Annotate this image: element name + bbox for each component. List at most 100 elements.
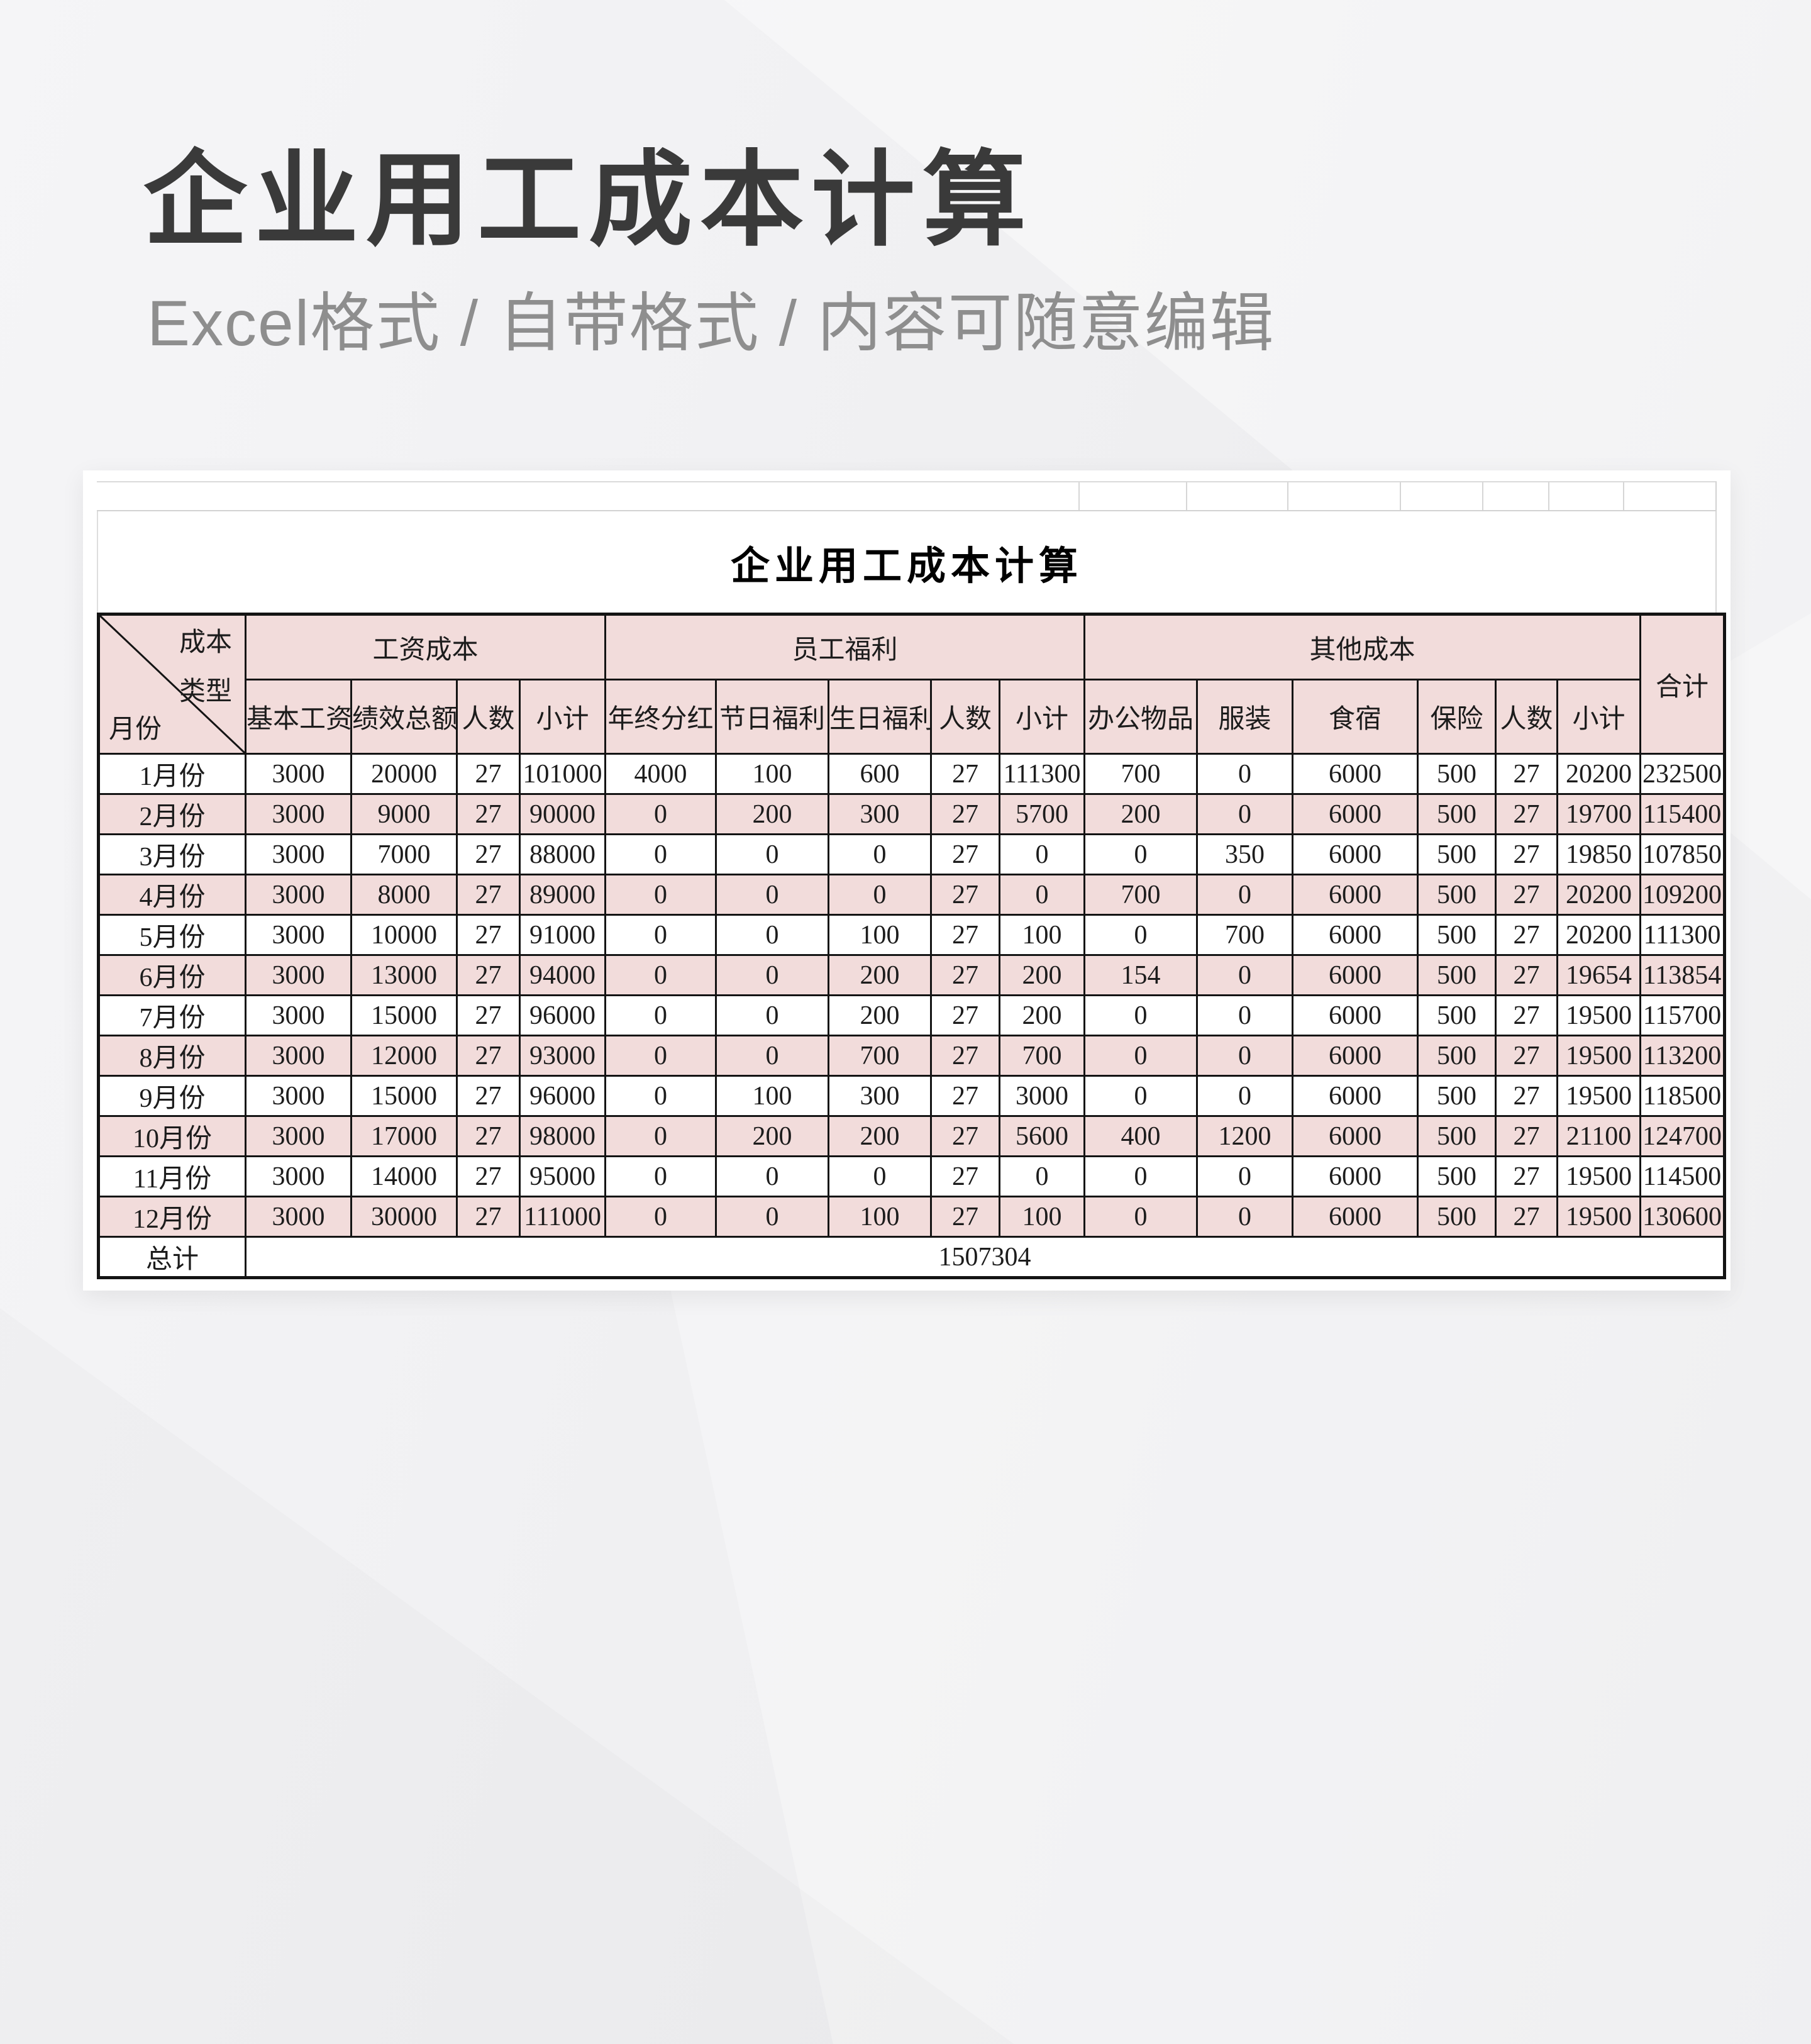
value-cell: 98000 — [518, 1115, 607, 1157]
table-row: 4月份 3000 8000 27 89000 0 0 0 27 0 700 0 6000 500 27 202… — [97, 874, 1726, 916]
value-cell: 3000 — [245, 833, 352, 875]
gridline — [1078, 482, 1080, 510]
value-cell: 27 — [1495, 954, 1559, 996]
month-cell: 12月份 — [97, 1196, 246, 1238]
value-cell: 6000 — [1292, 793, 1419, 835]
value-cell: 0 — [999, 1155, 1086, 1197]
value-cell: 3000 — [245, 1075, 352, 1117]
value-cell: 200 — [999, 954, 1086, 996]
value-cell: 27 — [1495, 753, 1559, 795]
table-row: 7月份 3000 15000 27 96000 0 0 200 27 200 0 0 6000 500 27… — [97, 994, 1726, 1036]
value-cell: 111300 — [1639, 914, 1726, 956]
value-cell: 27 — [456, 1115, 521, 1157]
value-cell: 93000 — [518, 1035, 607, 1077]
value-cell: 113200 — [1639, 1035, 1726, 1077]
value-cell: 15000 — [350, 1075, 458, 1117]
value-cell: 3000 — [245, 793, 352, 835]
value-cell: 0 — [604, 874, 717, 916]
table-row: 6月份 3000 13000 27 94000 0 0 200 27 200 154 0 6000 500… — [97, 954, 1726, 996]
table-body: 1月份 3000 20000 27 101000 4000 100 600 27 111300 70… — [97, 753, 1726, 1238]
value-cell: 500 — [1417, 1196, 1497, 1238]
corner-label-type: 类型 — [179, 677, 232, 706]
value-cell: 3000 — [245, 1155, 352, 1197]
corner-label-cost: 成本 — [179, 628, 232, 657]
value-cell: 0 — [1196, 1196, 1294, 1238]
value-cell: 3000 — [245, 914, 352, 956]
value-cell: 0 — [999, 874, 1086, 916]
value-cell: 0 — [1196, 954, 1294, 996]
value-cell: 0 — [1083, 1075, 1199, 1117]
value-cell: 600 — [828, 753, 933, 795]
value-cell: 27 — [930, 1115, 1001, 1157]
value-cell: 0 — [1196, 793, 1294, 835]
column-header-subtotal-3: 小计 — [1556, 679, 1642, 755]
value-cell: 100 — [828, 1196, 933, 1238]
column-header-subtotal-1: 小计 — [518, 679, 607, 755]
value-cell: 0 — [1196, 874, 1294, 916]
value-cell: 27 — [456, 1035, 521, 1077]
value-cell: 20200 — [1556, 753, 1642, 795]
value-cell: 94000 — [518, 954, 607, 996]
value-cell: 0 — [715, 1155, 830, 1197]
spreadsheet-card: 企业用工成本计算 成本 类型 月份 工资成本 员工福利 其 — [83, 470, 1731, 1291]
month-cell: 6月份 — [97, 954, 246, 996]
value-cell: 0 — [604, 1155, 717, 1197]
table-row: 10月份 3000 17000 27 98000 0 200 200 27 5600 400 1200… — [97, 1115, 1726, 1157]
value-cell: 300 — [828, 1075, 933, 1117]
value-cell: 111300 — [999, 753, 1086, 795]
value-cell: 200 — [715, 1115, 830, 1157]
column-header-performance-total: 绩效总额 — [350, 679, 458, 755]
value-cell: 0 — [715, 1196, 830, 1238]
group-header-employee-welfare: 员工福利 — [604, 613, 1086, 680]
value-cell: 0 — [715, 1035, 830, 1077]
value-cell: 8000 — [350, 874, 458, 916]
value-cell: 91000 — [518, 914, 607, 956]
value-cell: 27 — [1495, 1196, 1559, 1238]
value-cell: 20200 — [1556, 874, 1642, 916]
month-cell: 7月份 — [97, 994, 246, 1036]
value-cell: 0 — [604, 1196, 717, 1238]
column-header-headcount-1: 人数 — [456, 679, 521, 755]
value-cell: 115400 — [1639, 793, 1726, 835]
value-cell: 27 — [456, 753, 521, 795]
value-cell: 0 — [1196, 1075, 1294, 1117]
value-cell: 0 — [1083, 1155, 1199, 1197]
value-cell: 200 — [828, 994, 933, 1036]
value-cell: 30000 — [350, 1196, 458, 1238]
value-cell: 3000 — [245, 1035, 352, 1077]
value-cell: 96000 — [518, 994, 607, 1036]
value-cell: 0 — [604, 833, 717, 875]
value-cell: 500 — [1417, 793, 1497, 835]
value-cell: 130600 — [1639, 1196, 1726, 1238]
value-cell: 500 — [1417, 1115, 1497, 1157]
value-cell: 700 — [1083, 753, 1199, 795]
value-cell: 0 — [715, 914, 830, 956]
value-cell: 700 — [1196, 914, 1294, 956]
value-cell: 27 — [456, 1196, 521, 1238]
value-cell: 0 — [604, 1035, 717, 1077]
value-cell: 0 — [828, 833, 933, 875]
value-cell: 200 — [1083, 793, 1199, 835]
value-cell: 200 — [999, 994, 1086, 1036]
value-cell: 27 — [1495, 833, 1559, 875]
table-row: 1月份 3000 20000 27 101000 4000 100 600 27 111300 70… — [97, 753, 1726, 795]
value-cell: 0 — [715, 833, 830, 875]
value-cell: 0 — [715, 994, 830, 1036]
value-cell: 115700 — [1639, 994, 1726, 1036]
value-cell: 27 — [456, 1155, 521, 1197]
column-header-subtotal-2: 小计 — [999, 679, 1086, 755]
value-cell: 6000 — [1292, 753, 1419, 795]
grand-total-value: 1507304 — [244, 1236, 1726, 1279]
value-cell: 6000 — [1292, 1115, 1419, 1157]
value-cell: 6000 — [1292, 1155, 1419, 1197]
value-cell: 3000 — [999, 1075, 1086, 1117]
month-cell: 5月份 — [97, 914, 246, 956]
value-cell: 27 — [930, 833, 1001, 875]
value-cell: 96000 — [518, 1075, 607, 1117]
grand-total-row: 总计 1507304 — [97, 1236, 1726, 1279]
value-cell: 27 — [930, 753, 1001, 795]
value-cell: 20200 — [1556, 914, 1642, 956]
corner-header-cell: 成本 类型 月份 — [97, 613, 246, 755]
month-cell: 10月份 — [97, 1115, 246, 1157]
sheet-title-row: 企业用工成本计算 — [97, 511, 1717, 613]
